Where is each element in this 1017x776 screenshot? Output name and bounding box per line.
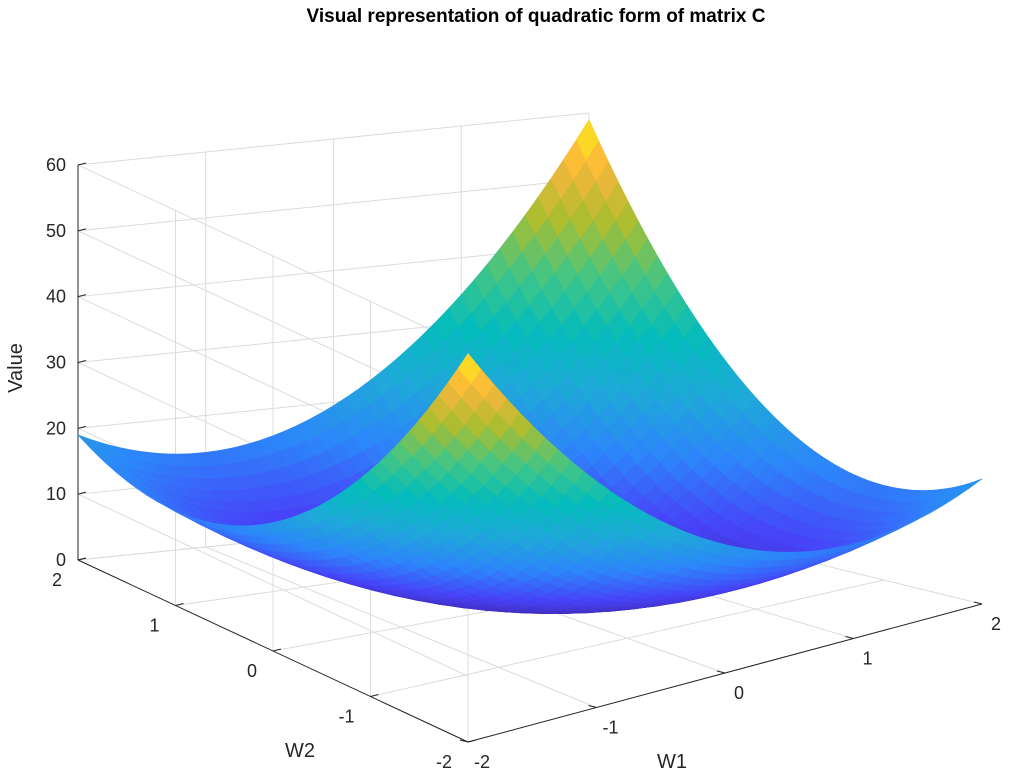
y-tick-label: 1 xyxy=(149,616,159,636)
y-tick-mark xyxy=(370,694,379,697)
x-axis-label: W1 xyxy=(657,751,687,773)
x-tick-label: -2 xyxy=(474,752,490,772)
z-tick-label: 50 xyxy=(46,221,66,241)
z-axis-label: Value xyxy=(5,343,27,393)
chart-title: Visual representation of quadratic form … xyxy=(307,6,766,27)
z-tick-mark xyxy=(77,228,87,232)
z-tick-label: 10 xyxy=(46,484,66,504)
y-tick-mark xyxy=(272,648,282,652)
x-tick-mark xyxy=(845,636,854,639)
z-tick-mark xyxy=(77,491,87,495)
x-tick-label: 1 xyxy=(862,649,872,669)
z-tick-label: 0 xyxy=(56,550,66,570)
surface xyxy=(77,118,983,614)
y-tick-label: -1 xyxy=(338,707,354,727)
y-tick-label: -2 xyxy=(436,752,452,772)
x-tick-mark xyxy=(459,739,469,743)
z-tick-label: 20 xyxy=(46,418,66,438)
y-tick-label: 0 xyxy=(247,661,257,681)
surface-patch xyxy=(457,353,482,385)
z-tick-label: 40 xyxy=(46,287,66,307)
y-tick-mark xyxy=(467,739,477,743)
z-tick-mark xyxy=(77,425,87,429)
y-tick-mark xyxy=(175,603,184,606)
y-tick-label: 2 xyxy=(52,570,62,590)
z-tick-label: 60 xyxy=(46,155,66,175)
y-tick-mark xyxy=(77,557,87,561)
x-tick-label: 2 xyxy=(991,614,1001,634)
x-tick-mark xyxy=(973,601,983,605)
x-tick-mark xyxy=(588,705,597,708)
tick-labels: 0 10 20 30 40 50 60 -2 -1 0 1 2 -2 -1 0 1 2 xyxy=(46,155,1001,772)
z-tick-label: 30 xyxy=(46,353,66,373)
x-tick-label: -1 xyxy=(602,718,618,738)
z-tick-mark xyxy=(77,162,87,166)
z-tick-mark xyxy=(77,294,87,298)
x-tick-label: 0 xyxy=(734,683,744,703)
y-axis-label: W2 xyxy=(285,740,315,762)
x-tick-mark xyxy=(716,670,726,674)
z-tick-mark xyxy=(77,360,87,363)
axes xyxy=(77,162,983,743)
